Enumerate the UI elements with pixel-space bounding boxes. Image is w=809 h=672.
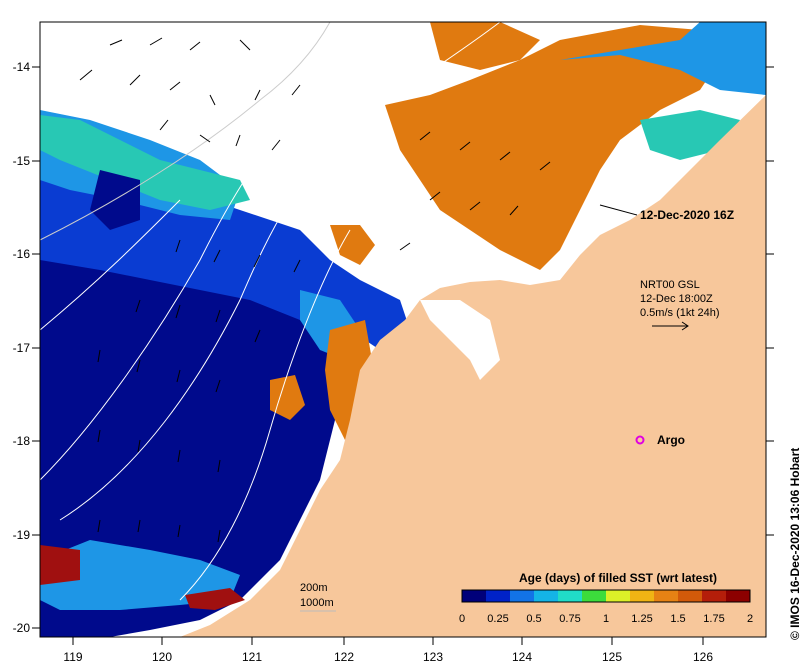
- y-tick-labels: -14 -15 -16 -17 -18 -19 -20: [13, 60, 31, 635]
- colorbar-swatch: [534, 590, 559, 602]
- vector-legend-line1: NRT00 GSL: [640, 279, 700, 291]
- colorbar-tick-label: 0.25: [487, 613, 508, 625]
- x-tick-label: 119: [63, 650, 82, 664]
- contour-200m-label: 200m: [300, 582, 328, 594]
- y-tick-label: -17: [13, 341, 31, 355]
- y-tick-label: -15: [13, 154, 31, 168]
- colorbar-tick-label: 1.75: [703, 613, 724, 625]
- y-tick-label: -14: [13, 60, 31, 74]
- x-tick-label: 123: [423, 650, 443, 664]
- argo-float: Argo: [635, 433, 685, 447]
- y-tick-label: -19: [13, 528, 31, 542]
- y-tick-label: -20: [13, 621, 31, 635]
- x-tick-label: 121: [242, 650, 262, 664]
- x-tick-label: 125: [602, 650, 622, 664]
- colorbar-swatch: [678, 590, 703, 602]
- colorbar-swatch: [654, 590, 679, 602]
- colorbar-swatch: [462, 590, 487, 602]
- x-tick-label: 126: [693, 650, 713, 664]
- colorbar-tick-label: 1: [603, 613, 609, 625]
- vector-legend-line2: 12-Dec 18:00Z: [640, 293, 713, 305]
- colorbar-tick-label: 1.25: [631, 613, 652, 625]
- plot-frame: [39, 21, 767, 638]
- x-tick-label: 120: [152, 650, 172, 664]
- colorbar: Age (days) of filled SST (wrt latest) 0 …: [456, 569, 762, 632]
- colorbar-swatch: [702, 590, 727, 602]
- x-tick-label: 124: [512, 650, 532, 664]
- vector-scale-arrow-icon: [681, 321, 689, 331]
- current-vectors: [79, 37, 551, 543]
- colorbar-swatch: [726, 590, 751, 602]
- colorbar-tick-label: 0.75: [559, 613, 580, 625]
- colorbar-title: Age (days) of filled SST (wrt latest): [519, 571, 717, 585]
- image-time-annotation: 12-Dec-2020 16Z: [599, 204, 734, 222]
- image-time-label: 12-Dec-2020 16Z: [640, 208, 734, 222]
- x-tick-label: 122: [334, 650, 354, 664]
- argo-marker-icon: [635, 435, 645, 445]
- colorbar-swatch: [582, 590, 607, 602]
- colorbar-tick-label: 0.5: [526, 613, 541, 625]
- x-tick-labels: 119 120 121 122 123 124 125 126: [63, 650, 713, 664]
- contour-legend: 200m 1000m: [300, 582, 336, 612]
- argo-label: Argo: [657, 433, 685, 447]
- y-tick-label: -18: [13, 434, 31, 448]
- sst-age-fill: [40, 22, 766, 637]
- colorbar-tick-label: 1.5: [670, 613, 685, 625]
- colorbar-swatch: [630, 590, 655, 602]
- vector-legend-line3: 0.5m/s (1kt 24h): [640, 307, 719, 319]
- colorbar-swatch: [510, 590, 535, 602]
- credit-label: © IMOS 16-Dec-2020 13:06 Hobart: [788, 448, 802, 640]
- colorbar-swatch: [558, 590, 583, 602]
- colorbar-tick-label: 2: [747, 613, 753, 625]
- contour-1000m-label: 1000m: [300, 597, 334, 609]
- vector-legend: NRT00 GSL 12-Dec 18:00Z 0.5m/s (1kt 24h): [640, 279, 719, 331]
- colorbar-swatch: [606, 590, 631, 602]
- bathymetry-contours: [39, 21, 501, 601]
- colorbar-swatches: [462, 590, 751, 602]
- colorbar-tick-label: 0: [459, 613, 465, 625]
- y-tick-label: -16: [13, 247, 31, 261]
- colorbar-swatch: [486, 590, 511, 602]
- tick-marks: [32, 66, 774, 645]
